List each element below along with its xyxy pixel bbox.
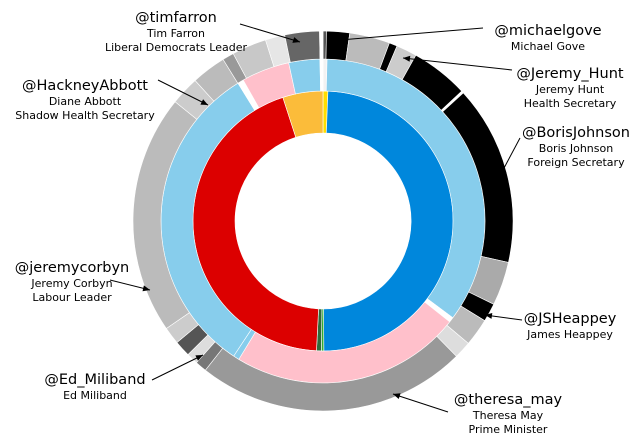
annotation-handle: @jeremycorbyn (15, 260, 130, 276)
annotation-arrowhead (292, 37, 300, 43)
annotation-description: Labour Leader (32, 291, 112, 304)
annotation-arrowhead (142, 285, 150, 292)
annotation-description: Tim Farron (146, 27, 205, 40)
annotation-leader-line (157, 79, 209, 106)
annotation-arrowhead (403, 55, 411, 62)
rings-layer (132, 30, 514, 412)
annotation-description: Jeremy Hunt (535, 83, 605, 96)
annotation-arrowhead (393, 393, 401, 399)
annotation-handle: @timfarron (135, 10, 217, 26)
annotation-description: Michael Gove (511, 40, 585, 53)
annotation-leader-line (392, 393, 449, 413)
annotation-arrowhead (200, 99, 208, 105)
annotation-handle: @Ed_Miliband (44, 372, 145, 388)
annotation-handle: @michaelgove (494, 23, 601, 39)
annotation-description: Jeremy Corbyn (30, 277, 112, 290)
annotation-arrowhead (328, 37, 336, 44)
annotation-arrowhead (195, 355, 203, 361)
annotation-leader-line (402, 57, 513, 71)
annotation-leader-line (327, 27, 484, 42)
annotation-description: Health Secretary (524, 97, 617, 110)
annotation-description: Shadow Health Secretary (15, 109, 155, 122)
annotation-description: Ed Miliband (63, 389, 127, 402)
annotation-handle: @HackneyAbbott (22, 78, 148, 94)
annotation-arrowhead (495, 177, 501, 185)
annotation-leader-line (239, 23, 301, 43)
annotation-description: Diane Abbott (49, 95, 122, 108)
annotation-description: Foreign Secretary (527, 156, 625, 169)
middle-ring-segment (319, 58, 324, 92)
annotation-description: Theresa May (472, 409, 544, 422)
outer-ring-segment (284, 30, 321, 63)
outer-ring-segment (319, 30, 324, 60)
annotation-handle: @Jeremy_Hunt (516, 66, 624, 82)
annotation-description: James Heappey (526, 328, 613, 341)
annotation-leader-line (494, 137, 521, 186)
annotation-handle: @theresa_may (454, 392, 563, 408)
annotation-description: Prime Minister (469, 423, 548, 436)
annotation-description: Boris Johnson (539, 142, 613, 155)
annotation-description: Liberal Democrats Leader (105, 41, 247, 54)
annotation-handle: @JSHeappey (524, 311, 617, 327)
annotation-arrowhead (485, 313, 493, 319)
annotation-leader-line (151, 354, 204, 381)
annotation-handle: @BorisJohnson (522, 125, 630, 141)
